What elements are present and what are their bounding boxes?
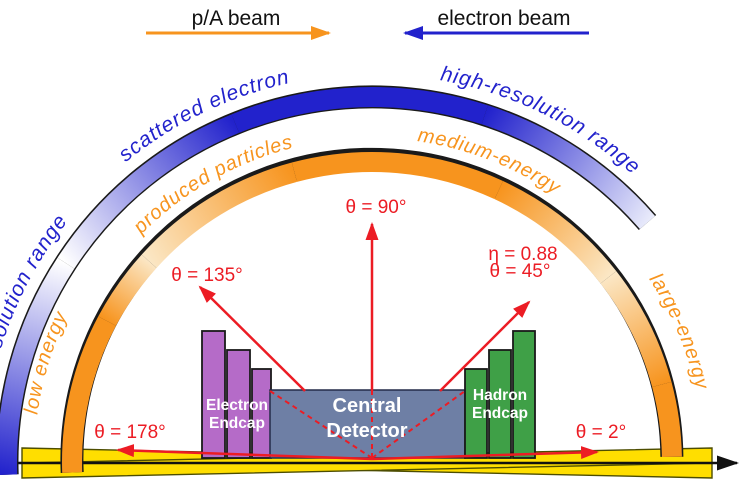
outer-arc-segment — [0, 257, 75, 475]
electron-beam-label: electron beam — [437, 7, 570, 30]
theta-178-arrow — [116, 444, 373, 461]
inner-arc-segment — [291, 152, 504, 200]
theta-2-arrow — [371, 446, 599, 461]
outer-arc-segment — [231, 87, 488, 133]
theta-45-arrow — [439, 300, 531, 392]
electron-endcap-bar — [201, 330, 226, 459]
theta-135-arrow — [198, 285, 306, 392]
theta-45-label: θ = 45° — [490, 261, 551, 282]
central-detector-box — [269, 389, 466, 459]
inner-arc-segment — [98, 254, 157, 326]
inner-arc-segment — [494, 181, 617, 284]
theta-178-label: θ = 178° — [94, 422, 166, 443]
central-detector-label-line1: Central — [333, 395, 402, 417]
theta-90-label: θ = 90° — [346, 197, 407, 218]
hadron-endcap-bar — [464, 368, 488, 459]
hadron-endcap-label-line1: Hadron — [473, 387, 527, 404]
outer-arc-scattered-electron — [0, 85, 657, 475]
acceptance-dashed-lines — [269, 390, 466, 459]
hadron-beam-label: p/A beam — [192, 7, 281, 30]
inner-arc-segment — [600, 271, 672, 388]
angle-arrows — [116, 222, 599, 461]
inner-arc-segment — [62, 316, 116, 473]
outer-arc-segment — [57, 114, 240, 269]
acceptance-line-right — [371, 390, 466, 459]
electron-endcap-label-line2: Endcap — [209, 415, 265, 432]
acceptance-line-left — [269, 390, 373, 459]
inner-arc-produced-particles — [60, 147, 684, 473]
hadron-endcap-bar — [488, 349, 512, 459]
hadron-endcap-bar — [512, 330, 536, 459]
eta-label: η = 0.88 — [488, 244, 557, 265]
electron-endcap-label-line1: Electron — [206, 397, 268, 414]
inner-arc-segment — [652, 381, 682, 458]
central-detector-label-line2: Detector — [326, 420, 407, 442]
inner-arc-segment — [141, 162, 298, 269]
outer-arc-segment — [481, 105, 656, 230]
hadron-endcap-label-line2: Endcap — [472, 405, 528, 422]
electron-endcap — [201, 330, 272, 459]
theta-135-label: θ = 135° — [171, 265, 243, 286]
theta-2-label: θ = 2° — [576, 422, 626, 443]
electron-endcap-bar — [226, 349, 251, 459]
hadron-endcap — [464, 330, 536, 459]
